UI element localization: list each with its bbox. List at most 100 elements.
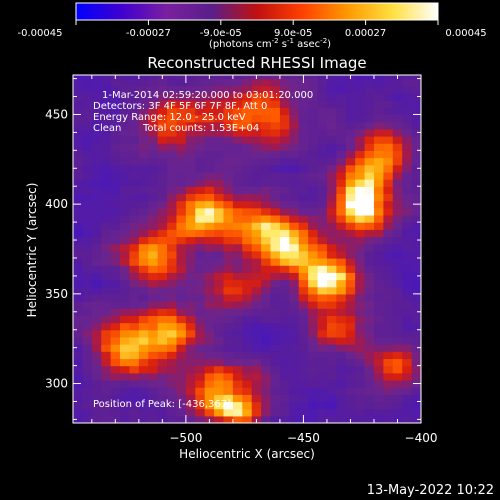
heatmap-cell	[73, 415, 84, 423]
y-tick-label: 350	[45, 287, 68, 301]
heatmap-cell	[298, 150, 309, 159]
y-tick-label: 400	[45, 197, 68, 211]
heatmap-cell	[214, 92, 225, 101]
heatmap-cell	[242, 322, 253, 331]
heatmap-cell	[279, 415, 290, 423]
heatmap-cell	[195, 121, 206, 130]
heatmap-cell	[289, 265, 300, 273]
heatmap-cell	[336, 415, 347, 423]
heatmap-cell	[355, 336, 366, 345]
heatmap-cell	[185, 135, 196, 144]
heatmap-cell	[242, 157, 253, 166]
heatmap-cell	[373, 207, 384, 216]
heatmap-cell	[138, 114, 149, 123]
heatmap-cell	[421, 86, 431, 94]
heatmap-cell	[392, 272, 403, 281]
heatmap-cell	[279, 75, 290, 80]
heatmap-cell	[279, 78, 290, 87]
heatmap-cell	[214, 250, 225, 259]
heatmap-cell	[214, 186, 225, 194]
heatmap-cell	[204, 150, 215, 159]
heatmap-cell	[411, 222, 421, 230]
heatmap-cell	[270, 243, 281, 252]
heatmap-cell	[383, 315, 394, 324]
heatmap-cell	[373, 322, 384, 331]
heatmap-cell	[120, 236, 131, 245]
heatmap-cell	[261, 236, 272, 245]
heatmap-cell	[326, 114, 337, 123]
heatmap-cell	[355, 128, 366, 137]
heatmap-cell	[308, 150, 319, 159]
heatmap-cell	[298, 358, 309, 367]
heatmap-cell	[214, 114, 225, 123]
heatmap-cell	[232, 92, 243, 101]
heatmap-cell	[355, 387, 366, 395]
heatmap-cell	[167, 200, 178, 209]
heatmap-cell	[421, 373, 431, 381]
y-tick-label: 300	[45, 377, 68, 391]
heatmap-cell	[82, 200, 93, 209]
heatmap-cell	[167, 222, 178, 230]
heatmap-cell	[148, 344, 159, 352]
heatmap-cell	[383, 107, 394, 116]
heatmap-cell	[270, 415, 281, 423]
heatmap-cell	[73, 78, 84, 87]
heatmap-cell	[138, 293, 149, 302]
heatmap-cell	[355, 344, 366, 352]
heatmap-cell	[251, 236, 262, 245]
heatmap-cell	[223, 179, 234, 187]
heatmap-cell	[383, 293, 394, 302]
heatmap-cell	[148, 272, 159, 281]
heatmap-cell	[279, 143, 290, 151]
heatmap-cell	[138, 157, 149, 166]
heatmap-cell	[138, 308, 149, 316]
heatmap-cell	[279, 336, 290, 345]
heatmap-cell	[157, 301, 168, 309]
heatmap-cell	[317, 236, 328, 245]
heatmap-cell	[251, 100, 262, 108]
heatmap-cell	[110, 200, 121, 209]
heatmap-cell	[298, 179, 309, 187]
heatmap-cell	[82, 394, 93, 403]
heatmap-cell	[383, 135, 394, 144]
heatmap-cell	[204, 257, 215, 266]
heatmap-cell	[195, 236, 206, 245]
heatmap-cell	[261, 114, 272, 123]
heatmap-cell	[355, 236, 366, 245]
heatmap-cell	[214, 229, 225, 238]
heatmap-cell	[242, 214, 253, 223]
heatmap-cell	[402, 207, 413, 216]
heatmap-cell	[336, 272, 347, 281]
heatmap-cell	[270, 272, 281, 281]
heatmap-cell	[232, 387, 243, 395]
heatmap-cell	[402, 200, 413, 209]
heatmap-cell	[148, 186, 159, 194]
heatmap-cell	[176, 92, 187, 101]
heatmap-cell	[82, 85, 93, 94]
heatmap-cell	[336, 92, 347, 101]
heatmap-cell	[91, 229, 102, 238]
heatmap-cell	[120, 336, 131, 345]
heatmap-cell	[373, 128, 384, 137]
heatmap-cell	[326, 100, 337, 108]
heatmap-cell	[185, 143, 196, 151]
heatmap-cell	[364, 257, 375, 266]
heatmap-cell	[392, 379, 403, 388]
heatmap-cell	[101, 135, 112, 144]
heatmap-cell	[148, 293, 159, 302]
heatmap-cell	[176, 193, 187, 202]
heatmap-cell	[242, 308, 253, 316]
heatmap-cell	[355, 121, 366, 130]
heatmap-cell	[148, 358, 159, 367]
heatmap-cell	[261, 207, 272, 216]
heatmap-cell	[148, 157, 159, 166]
heatmap-cell	[251, 379, 262, 388]
heatmap-cell	[421, 129, 431, 137]
heatmap-cell	[270, 157, 281, 166]
heatmap-cell	[326, 401, 337, 410]
heatmap-cell	[129, 78, 140, 87]
heatmap-cell	[421, 337, 431, 345]
heatmap-cell	[289, 394, 300, 403]
heatmap-cell	[279, 85, 290, 94]
